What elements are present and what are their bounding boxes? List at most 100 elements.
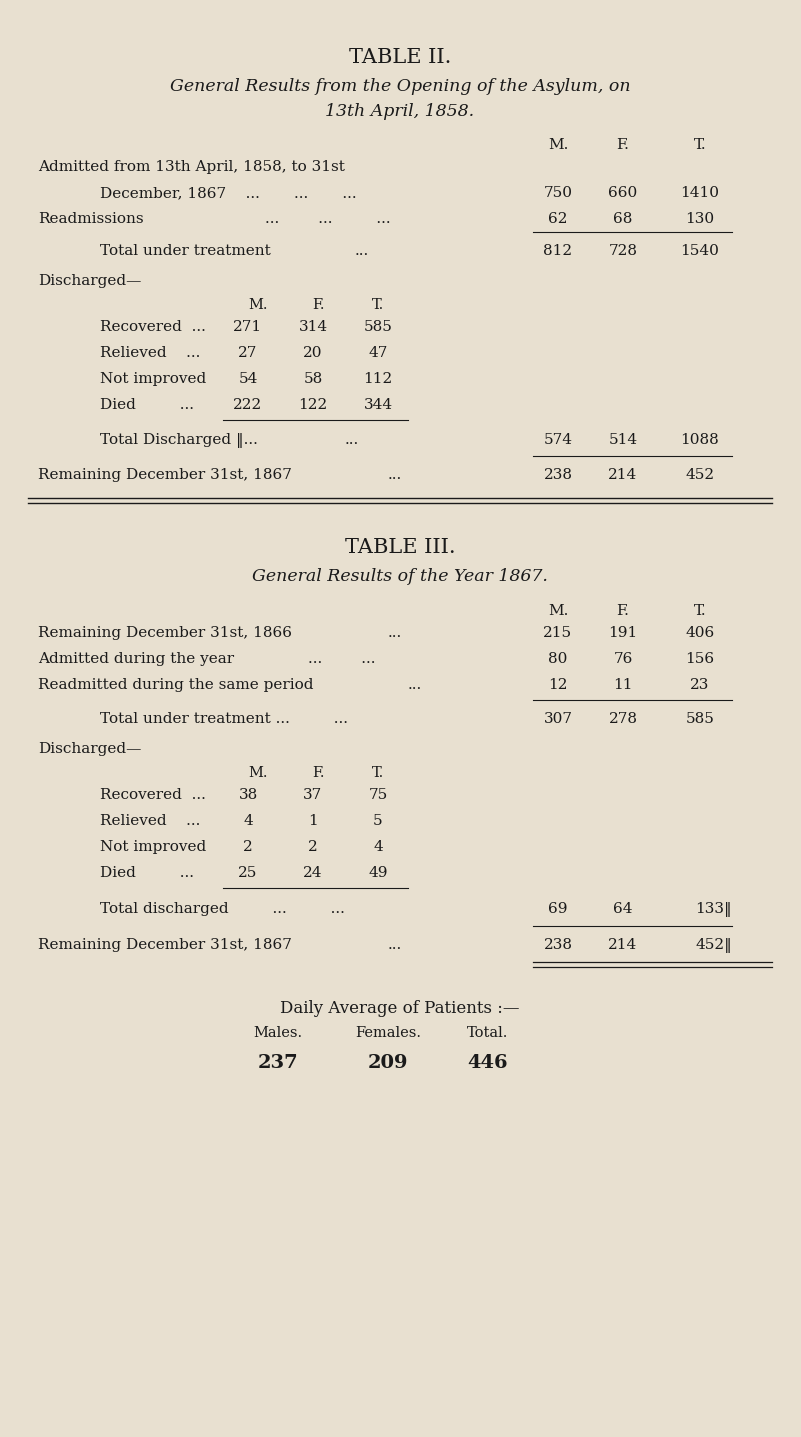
Text: Recovered  ...: Recovered ... xyxy=(100,320,206,333)
Text: 37: 37 xyxy=(304,787,323,802)
Text: ...: ... xyxy=(388,627,402,639)
Text: ...        ...: ... ... xyxy=(308,652,376,665)
Text: Recovered  ...: Recovered ... xyxy=(100,787,206,802)
Text: F.: F. xyxy=(617,604,630,618)
Text: 24: 24 xyxy=(304,867,323,879)
Text: Not improved: Not improved xyxy=(100,841,206,854)
Text: 214: 214 xyxy=(609,938,638,951)
Text: 38: 38 xyxy=(239,787,258,802)
Text: Females.: Females. xyxy=(355,1026,421,1040)
Text: 514: 514 xyxy=(609,433,638,447)
Text: F.: F. xyxy=(617,138,630,152)
Text: 122: 122 xyxy=(299,398,328,412)
Text: Total under treatment ...         ...: Total under treatment ... ... xyxy=(100,711,348,726)
Text: 25: 25 xyxy=(239,867,258,879)
Text: 47: 47 xyxy=(368,346,388,361)
Text: Males.: Males. xyxy=(253,1026,303,1040)
Text: General Results of the Year 1867.: General Results of the Year 1867. xyxy=(252,568,548,585)
Text: Admitted during the year: Admitted during the year xyxy=(38,652,234,665)
Text: 11: 11 xyxy=(614,678,633,693)
Text: Relieved    ...: Relieved ... xyxy=(100,813,200,828)
Text: 728: 728 xyxy=(609,244,638,259)
Text: T.: T. xyxy=(372,766,384,780)
Text: 133‖: 133‖ xyxy=(695,902,731,917)
Text: 58: 58 xyxy=(304,372,323,387)
Text: 452: 452 xyxy=(686,468,714,481)
Text: Readmissions: Readmissions xyxy=(38,213,143,226)
Text: Discharged—: Discharged— xyxy=(38,741,141,756)
Text: 13th April, 1858.: 13th April, 1858. xyxy=(325,103,474,121)
Text: 191: 191 xyxy=(609,627,638,639)
Text: 406: 406 xyxy=(686,627,714,639)
Text: 76: 76 xyxy=(614,652,633,665)
Text: 660: 660 xyxy=(609,185,638,200)
Text: 2: 2 xyxy=(244,841,253,854)
Text: ...: ... xyxy=(388,938,402,951)
Text: Admitted from 13th April, 1858, to 31st: Admitted from 13th April, 1858, to 31st xyxy=(38,160,345,174)
Text: 75: 75 xyxy=(368,787,388,802)
Text: M.: M. xyxy=(248,766,268,780)
Text: TABLE II.: TABLE II. xyxy=(348,47,451,68)
Text: 585: 585 xyxy=(364,320,392,333)
Text: 5: 5 xyxy=(373,813,383,828)
Text: Remaining December 31st, 1867: Remaining December 31st, 1867 xyxy=(38,938,292,951)
Text: 112: 112 xyxy=(364,372,392,387)
Text: Total under treatment: Total under treatment xyxy=(100,244,271,259)
Text: 574: 574 xyxy=(544,433,573,447)
Text: 278: 278 xyxy=(609,711,638,726)
Text: ...: ... xyxy=(408,678,422,693)
Text: 1410: 1410 xyxy=(681,185,719,200)
Text: 4: 4 xyxy=(244,813,253,828)
Text: M.: M. xyxy=(248,297,268,312)
Text: 585: 585 xyxy=(686,711,714,726)
Text: M.: M. xyxy=(548,604,568,618)
Text: Died         ...: Died ... xyxy=(100,867,194,879)
Text: 237: 237 xyxy=(258,1053,298,1072)
Text: Total discharged         ...         ...: Total discharged ... ... xyxy=(100,902,345,915)
Text: 130: 130 xyxy=(686,213,714,226)
Text: F.: F. xyxy=(312,766,324,780)
Text: Daily Average of Patients :—: Daily Average of Patients :— xyxy=(280,1000,520,1017)
Text: 750: 750 xyxy=(544,185,573,200)
Text: 344: 344 xyxy=(364,398,392,412)
Text: 4: 4 xyxy=(373,841,383,854)
Text: 62: 62 xyxy=(548,213,568,226)
Text: 214: 214 xyxy=(609,468,638,481)
Text: 1540: 1540 xyxy=(681,244,719,259)
Text: 238: 238 xyxy=(544,938,573,951)
Text: 80: 80 xyxy=(549,652,568,665)
Text: Total Discharged ‖...: Total Discharged ‖... xyxy=(100,433,258,448)
Text: December, 1867    ...       ...       ...: December, 1867 ... ... ... xyxy=(100,185,356,200)
Text: 1088: 1088 xyxy=(681,433,719,447)
Text: ...: ... xyxy=(388,468,402,481)
Text: 812: 812 xyxy=(543,244,573,259)
Text: 49: 49 xyxy=(368,867,388,879)
Text: 27: 27 xyxy=(239,346,258,361)
Text: Discharged—: Discharged— xyxy=(38,274,141,287)
Text: T.: T. xyxy=(694,138,706,152)
Text: 20: 20 xyxy=(304,346,323,361)
Text: 222: 222 xyxy=(233,398,263,412)
Text: 12: 12 xyxy=(548,678,568,693)
Text: 54: 54 xyxy=(239,372,258,387)
Text: Remaining December 31st, 1866: Remaining December 31st, 1866 xyxy=(38,627,292,639)
Text: Not improved: Not improved xyxy=(100,372,206,387)
Text: ...: ... xyxy=(355,244,369,259)
Text: 307: 307 xyxy=(544,711,573,726)
Text: 1: 1 xyxy=(308,813,318,828)
Text: 209: 209 xyxy=(368,1053,409,1072)
Text: ...: ... xyxy=(345,433,360,447)
Text: Relieved    ...: Relieved ... xyxy=(100,346,200,361)
Text: 69: 69 xyxy=(548,902,568,915)
Text: 271: 271 xyxy=(233,320,263,333)
Text: Readmitted during the same period: Readmitted during the same period xyxy=(38,678,313,693)
Text: F.: F. xyxy=(312,297,324,312)
Text: 314: 314 xyxy=(299,320,328,333)
Text: 156: 156 xyxy=(686,652,714,665)
Text: 215: 215 xyxy=(543,627,573,639)
Text: Total.: Total. xyxy=(467,1026,509,1040)
Text: 68: 68 xyxy=(614,213,633,226)
Text: T.: T. xyxy=(694,604,706,618)
Text: 446: 446 xyxy=(468,1053,509,1072)
Text: General Results from the Opening of the Asylum, on: General Results from the Opening of the … xyxy=(170,78,630,95)
